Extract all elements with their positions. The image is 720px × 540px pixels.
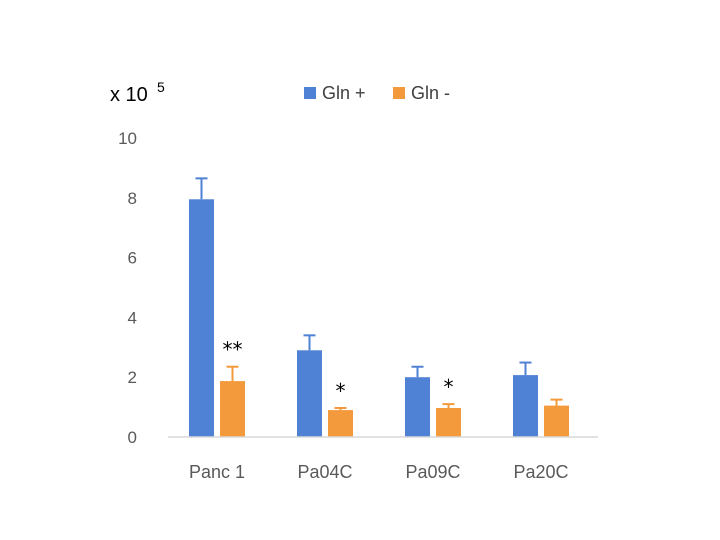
y-tick-label: 4 bbox=[128, 308, 137, 327]
y-tick-label: 2 bbox=[128, 368, 137, 387]
bar-1-1 bbox=[189, 199, 214, 437]
x-category-label: Pa04C bbox=[297, 462, 352, 482]
legend-swatch-2 bbox=[393, 87, 405, 99]
error-bars bbox=[195, 177, 563, 411]
x-category-label: Pa20C bbox=[513, 462, 568, 482]
bars bbox=[189, 199, 569, 437]
y-multiplier-exponent: 5 bbox=[157, 79, 165, 95]
y-multiplier-base: x 10 bbox=[110, 84, 148, 106]
x-axis-category-labels: Panc 1 Pa04C Pa09C Pa20C bbox=[189, 462, 569, 482]
legend-swatch-1 bbox=[304, 87, 316, 99]
bar-1-3 bbox=[405, 377, 430, 437]
legend-label-1: Gln + bbox=[322, 83, 366, 103]
y-tick-label: 8 bbox=[128, 189, 137, 208]
significance-marker: * bbox=[336, 379, 346, 403]
bar-1-2 bbox=[297, 350, 322, 437]
x-category-label: Panc 1 bbox=[189, 462, 245, 482]
y-tick-label: 0 bbox=[128, 428, 137, 447]
y-multiplier: x 10 5 bbox=[110, 79, 165, 106]
significance-marker: ** bbox=[223, 338, 243, 362]
legend-label-2: Gln - bbox=[411, 83, 450, 103]
legend: Gln + Gln - bbox=[304, 83, 450, 103]
bar-2-4 bbox=[544, 405, 569, 437]
bar-1-4 bbox=[513, 375, 538, 437]
y-tick-label: 10 bbox=[118, 129, 137, 148]
significance-marker: * bbox=[444, 375, 454, 399]
y-axis-tick-labels: 0 2 4 6 8 10 bbox=[118, 129, 137, 447]
y-tick-label: 6 bbox=[128, 249, 137, 268]
bar-2-2 bbox=[328, 410, 353, 437]
bar-2-1 bbox=[220, 381, 245, 437]
significance-markers: *** * bbox=[223, 338, 454, 403]
x-category-label: Pa09C bbox=[405, 462, 460, 482]
bar-2-3 bbox=[436, 407, 461, 437]
